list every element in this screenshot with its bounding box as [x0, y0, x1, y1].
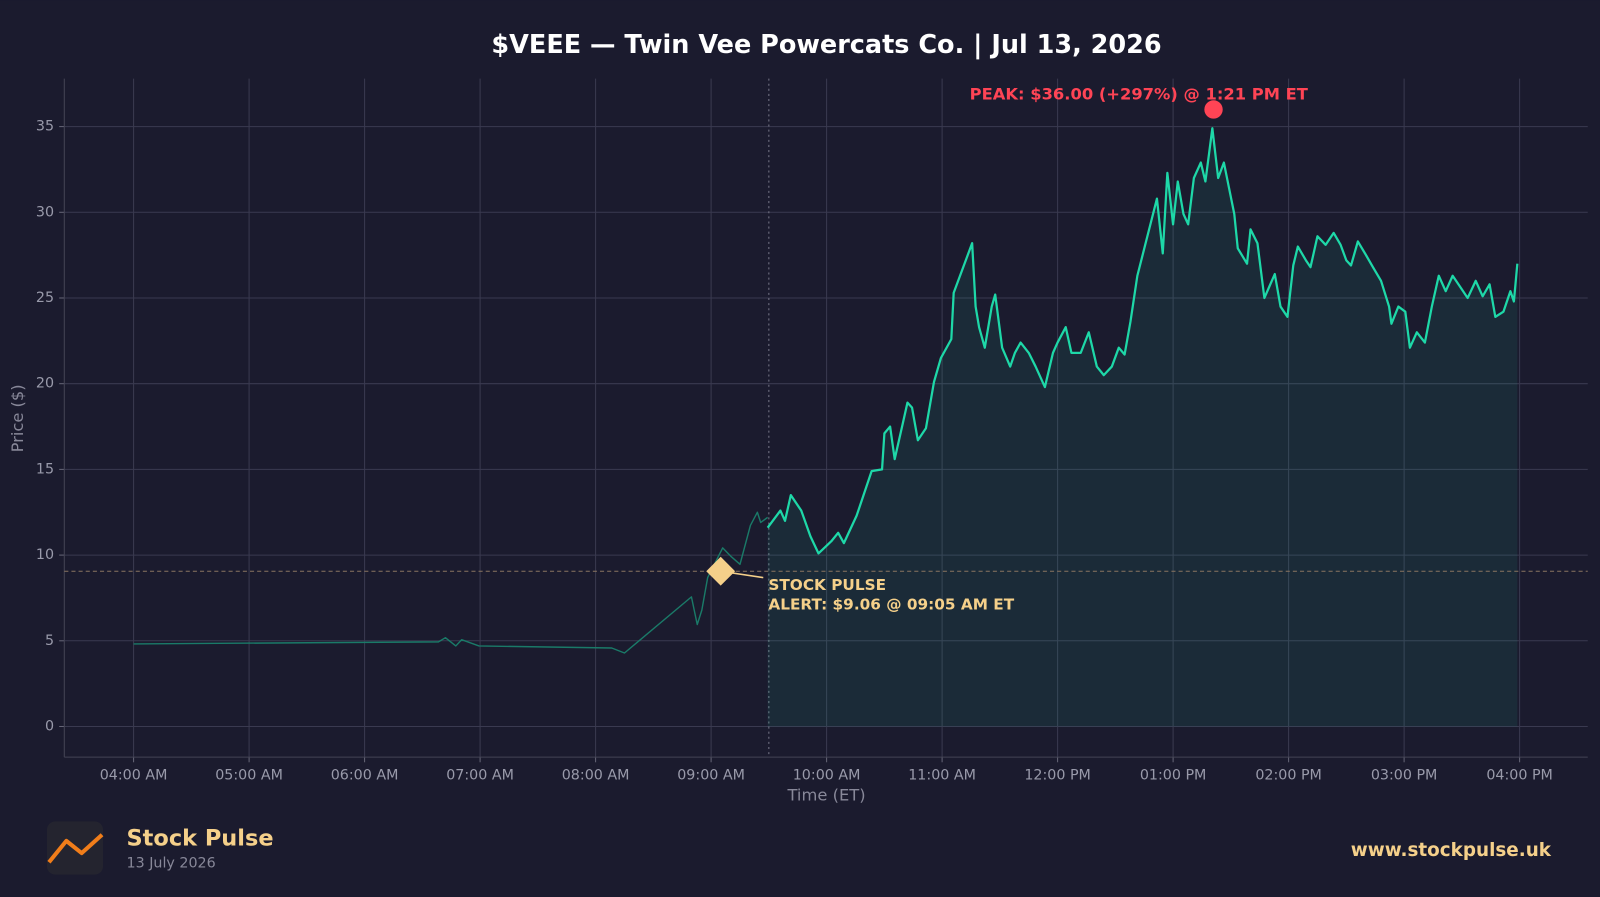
y-tick-label: 20 [36, 376, 54, 392]
chart-title: $VEEE — Twin Vee Powercats Co. | Jul 13,… [491, 30, 1161, 60]
alert-label: STOCK PULSE [768, 576, 886, 594]
x-tick-label: 04:00 PM [1486, 768, 1553, 784]
x-tick-label: 07:00 AM [446, 768, 514, 784]
alert-label: ALERT: $9.06 @ 09:05 AM ET [768, 596, 1014, 614]
y-tick-label: 10 [36, 547, 54, 563]
x-tick-label: 01:00 PM [1140, 768, 1207, 784]
y-tick-label: 30 [36, 204, 54, 220]
x-tick-label: 12:00 PM [1024, 768, 1091, 784]
x-tick-label: 06:00 AM [331, 768, 399, 784]
peak-marker [1204, 100, 1223, 119]
x-tick-label: 11:00 AM [908, 768, 976, 784]
x-tick-label: 04:00 AM [100, 768, 168, 784]
brand-name: Stock Pulse [127, 825, 274, 851]
x-tick-label: 02:00 PM [1255, 768, 1322, 784]
area [767, 128, 1518, 727]
y-tick-label: 15 [36, 461, 54, 477]
website-url: www.stockpulse.uk [1351, 840, 1552, 861]
y-tick-label: 35 [36, 119, 54, 135]
price-line [133, 511, 769, 654]
x-tick-label: 10:00 AM [793, 768, 861, 784]
peak-label: PEAK: $36.00 (+297%) @ 1:21 PM ET [970, 84, 1309, 103]
logo-zigzag [47, 833, 104, 864]
x-tick-label: 05:00 AM [215, 768, 283, 784]
y-axis-label: Price ($) [8, 384, 27, 452]
x-axis-label: Time (ET) [786, 785, 865, 804]
y-tick-label: 0 [45, 718, 54, 734]
logo [46, 821, 104, 875]
alert-marker [706, 556, 736, 586]
brand-date: 13 July 2026 [127, 855, 216, 871]
y-tick-label: 5 [45, 633, 54, 649]
price-line [766, 127, 1519, 555]
x-tick-label: 08:00 AM [562, 768, 630, 784]
x-tick-label: 03:00 PM [1371, 768, 1438, 784]
x-tick-label: 09:00 AM [677, 768, 745, 784]
y-tick-label: 25 [36, 290, 54, 306]
